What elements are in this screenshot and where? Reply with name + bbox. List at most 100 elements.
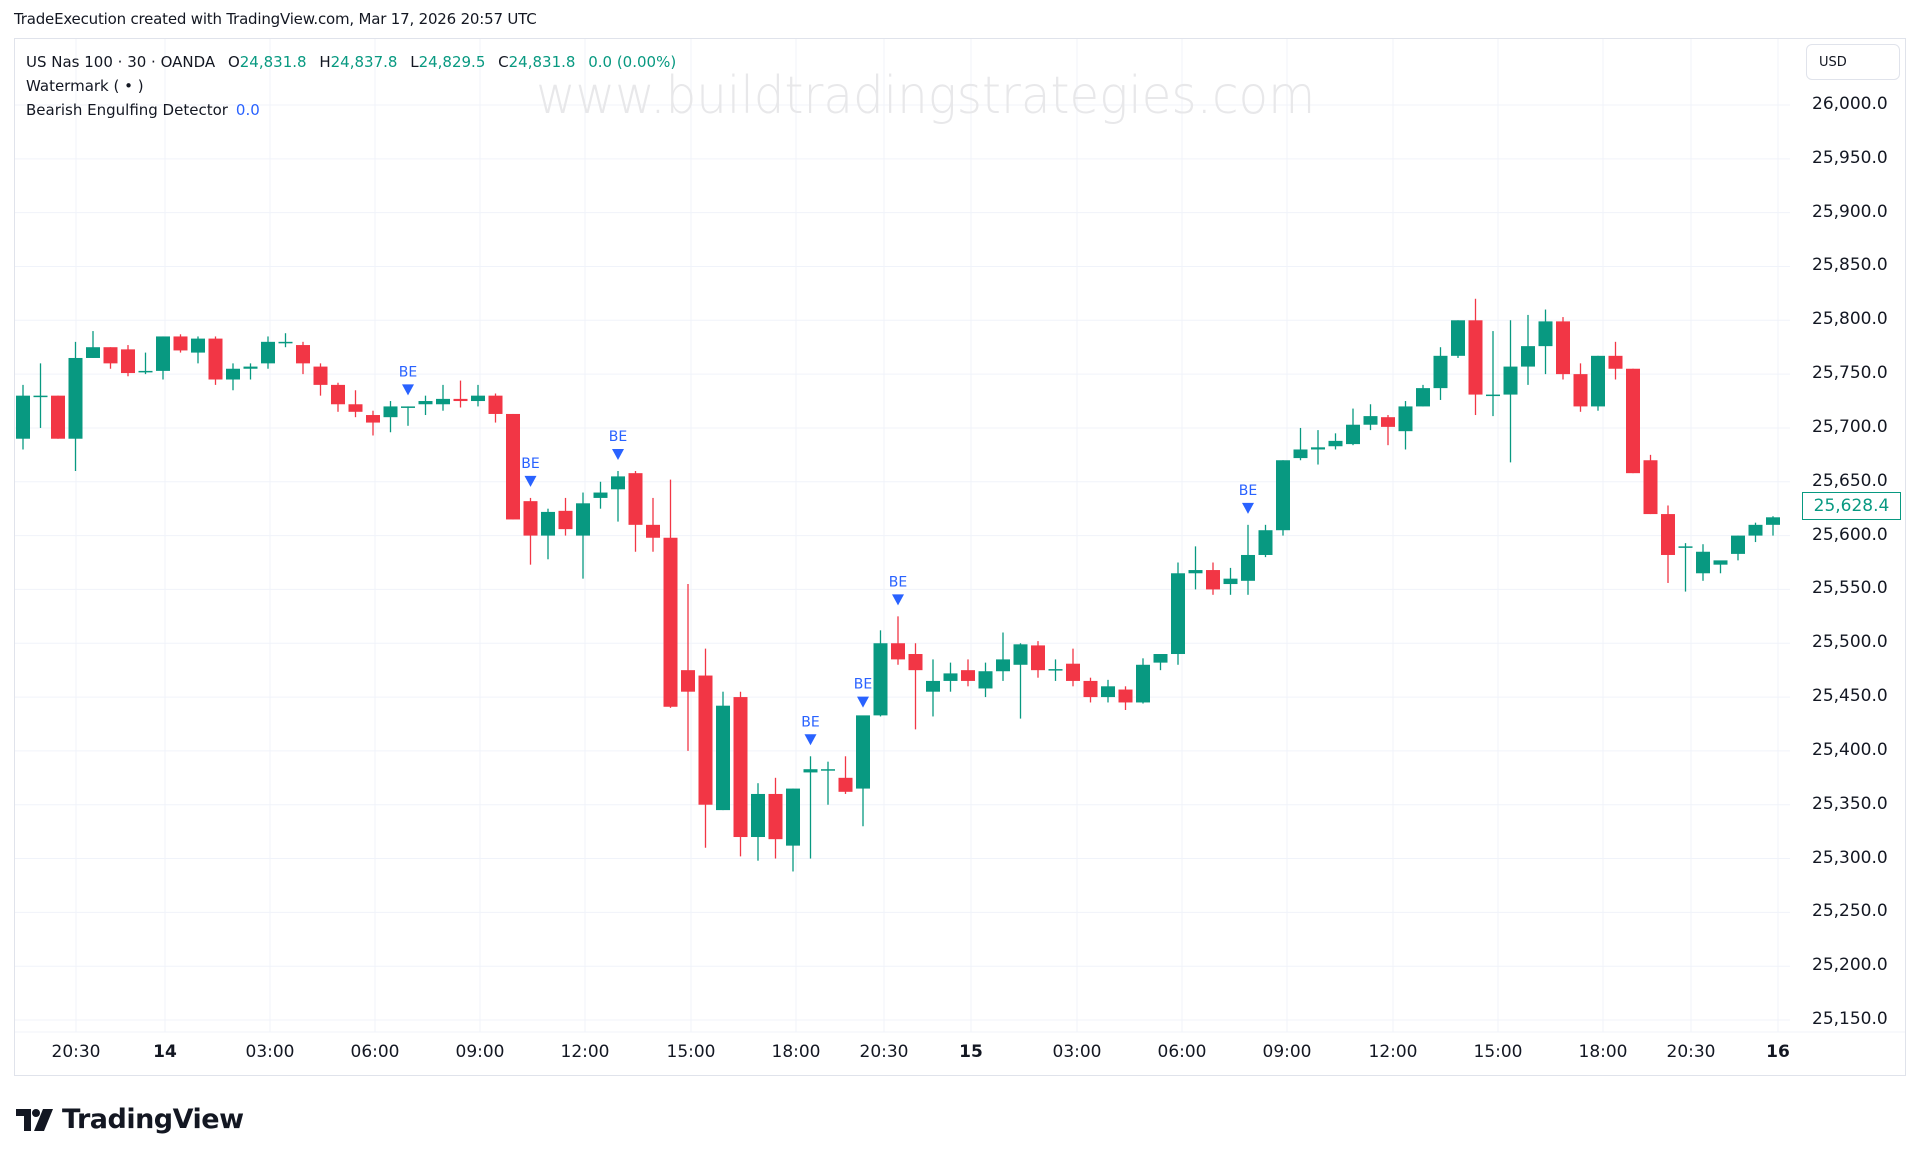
candle[interactable] bbox=[1433, 347, 1448, 400]
candle[interactable] bbox=[856, 715, 870, 827]
candle[interactable] bbox=[1346, 408, 1360, 446]
candle[interactable] bbox=[348, 390, 363, 418]
candle[interactable] bbox=[1766, 516, 1780, 536]
candle[interactable] bbox=[51, 395, 65, 439]
candle[interactable] bbox=[926, 659, 940, 717]
candle[interactable] bbox=[506, 413, 520, 520]
candle[interactable] bbox=[1731, 535, 1745, 561]
legend-indicator-row[interactable]: Bearish Engulfing Detector 0.0 bbox=[26, 98, 676, 122]
candle[interactable] bbox=[296, 341, 310, 375]
candle[interactable] bbox=[698, 648, 713, 848]
candle[interactable] bbox=[1451, 320, 1465, 358]
legend-watermark-indicator[interactable]: Watermark ( • ) bbox=[26, 77, 144, 95]
candle[interactable] bbox=[541, 508, 555, 560]
candle[interactable] bbox=[1608, 341, 1623, 380]
candle[interactable] bbox=[1748, 522, 1763, 543]
candle[interactable] bbox=[1696, 544, 1710, 581]
candle[interactable] bbox=[803, 756, 818, 859]
candle[interactable] bbox=[611, 471, 625, 522]
candle[interactable] bbox=[1171, 562, 1185, 665]
candle[interactable] bbox=[1381, 415, 1395, 446]
candle[interactable] bbox=[786, 788, 800, 872]
candle[interactable] bbox=[751, 783, 765, 861]
candle[interactable] bbox=[1083, 677, 1098, 703]
candle[interactable] bbox=[1276, 460, 1290, 536]
candle[interactable] bbox=[1311, 430, 1325, 465]
candle[interactable] bbox=[978, 662, 993, 698]
candle[interactable] bbox=[33, 363, 48, 428]
candle[interactable] bbox=[86, 331, 100, 358]
candle[interactable] bbox=[331, 382, 345, 412]
candle[interactable] bbox=[1503, 320, 1518, 463]
candle[interactable] bbox=[1416, 384, 1430, 407]
candle[interactable] bbox=[401, 406, 415, 426]
candle[interactable] bbox=[68, 341, 83, 472]
candle[interactable] bbox=[313, 363, 328, 396]
candle[interactable] bbox=[943, 662, 958, 692]
candle[interactable] bbox=[1031, 641, 1045, 678]
candle[interactable] bbox=[716, 691, 730, 811]
candle[interactable] bbox=[226, 363, 240, 391]
candle[interactable] bbox=[138, 352, 153, 375]
candle[interactable] bbox=[1293, 427, 1308, 461]
candle[interactable] bbox=[471, 384, 485, 407]
candle[interactable] bbox=[418, 395, 433, 416]
candle[interactable] bbox=[1678, 543, 1693, 592]
candle[interactable] bbox=[156, 336, 170, 380]
candle[interactable] bbox=[663, 479, 678, 708]
currency-button[interactable]: USD bbox=[1806, 44, 1900, 80]
candle[interactable] bbox=[103, 347, 118, 369]
candle[interactable] bbox=[1153, 654, 1168, 671]
candle[interactable] bbox=[1328, 433, 1343, 450]
candle[interactable] bbox=[768, 777, 783, 859]
candle[interactable] bbox=[1118, 686, 1133, 710]
candle[interactable] bbox=[208, 336, 223, 385]
candle[interactable] bbox=[646, 497, 660, 552]
candle[interactable] bbox=[1521, 314, 1535, 385]
candle[interactable] bbox=[628, 471, 643, 552]
candle[interactable] bbox=[243, 363, 258, 380]
candle[interactable] bbox=[1486, 331, 1500, 417]
candle[interactable] bbox=[1643, 454, 1658, 515]
candle[interactable] bbox=[821, 761, 835, 805]
candle[interactable] bbox=[1661, 505, 1675, 583]
candle[interactable] bbox=[593, 481, 608, 509]
legend-symbol[interactable]: US Nas 100 · 30 · OANDA bbox=[26, 53, 216, 71]
candle[interactable] bbox=[173, 334, 188, 353]
candle[interactable] bbox=[1591, 355, 1605, 411]
candle[interactable] bbox=[1223, 567, 1238, 595]
candle[interactable] bbox=[1573, 363, 1588, 412]
candle[interactable] bbox=[191, 336, 205, 364]
candle[interactable] bbox=[681, 584, 695, 751]
candle[interactable] bbox=[383, 401, 398, 433]
candle[interactable] bbox=[488, 393, 503, 423]
candle[interactable] bbox=[121, 345, 135, 377]
candle[interactable] bbox=[1398, 401, 1413, 450]
candle[interactable] bbox=[1468, 298, 1483, 416]
candle[interactable] bbox=[961, 659, 975, 687]
candle[interactable] bbox=[1258, 524, 1273, 558]
candle[interactable] bbox=[1713, 560, 1728, 574]
candle[interactable] bbox=[838, 756, 853, 794]
candle[interactable] bbox=[261, 336, 275, 369]
candle[interactable] bbox=[1013, 643, 1028, 719]
candle[interactable] bbox=[576, 492, 590, 579]
candle[interactable] bbox=[1241, 524, 1255, 595]
candle[interactable] bbox=[1101, 679, 1115, 703]
candle[interactable] bbox=[558, 497, 573, 536]
candle[interactable] bbox=[1538, 309, 1553, 375]
candle[interactable] bbox=[996, 632, 1010, 681]
candle[interactable] bbox=[1626, 368, 1640, 474]
candle[interactable] bbox=[523, 497, 538, 565]
candle[interactable] bbox=[1188, 546, 1203, 590]
candle[interactable] bbox=[1363, 404, 1378, 431]
candle[interactable] bbox=[453, 380, 468, 408]
candle[interactable] bbox=[873, 630, 888, 717]
candle[interactable] bbox=[1048, 659, 1063, 681]
candle[interactable] bbox=[1206, 562, 1220, 595]
candle[interactable] bbox=[1136, 658, 1150, 704]
candle[interactable] bbox=[733, 691, 748, 857]
candle[interactable] bbox=[891, 616, 905, 665]
candle[interactable] bbox=[908, 643, 923, 730]
